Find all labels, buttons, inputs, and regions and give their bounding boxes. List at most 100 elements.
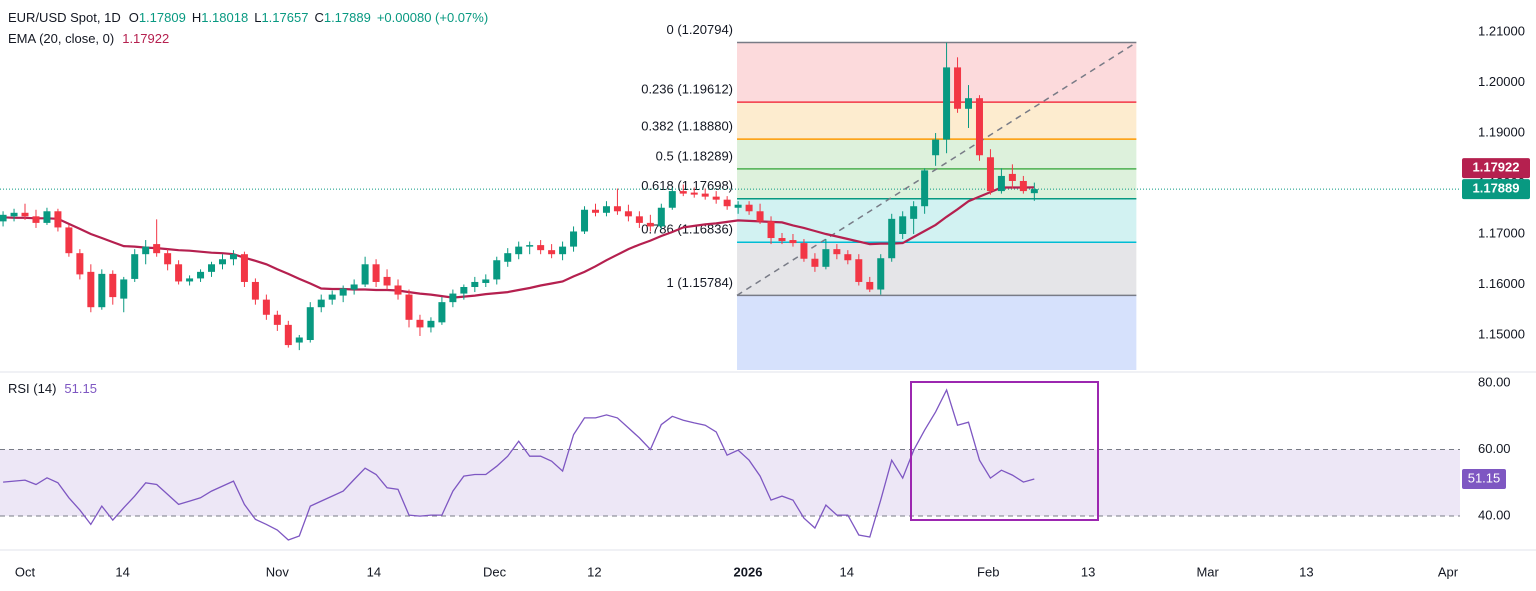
ohlc-label: H: [192, 10, 201, 25]
fib-label: 0 (1.20794): [667, 22, 734, 37]
candle-body: [0, 214, 7, 222]
candle-body: [635, 216, 643, 223]
candle-body: [537, 245, 545, 251]
ohlc-label: O: [129, 10, 139, 25]
candle-body: [526, 245, 534, 247]
candle-body: [339, 288, 347, 296]
candle-body: [372, 264, 380, 282]
candle-body: [218, 259, 226, 265]
rsi-tag-label: 51.15: [1468, 470, 1501, 485]
fib-band: [737, 295, 1137, 370]
candle-body: [745, 204, 753, 212]
ohlc-value: 1.17657: [261, 10, 308, 25]
y-tick-label: 1.15000: [1478, 326, 1525, 341]
candle-body: [405, 294, 413, 320]
candle-body: [197, 271, 205, 279]
candle-body: [142, 246, 150, 255]
candle-body: [943, 67, 951, 140]
candle-body: [778, 238, 786, 242]
fib-label: 0.618 (1.17698): [641, 178, 733, 193]
candle-body: [548, 250, 556, 255]
ohlc-value: 1.18018: [201, 10, 248, 25]
y-tick-label: 1.19000: [1478, 124, 1525, 139]
x-tick-label: 2026: [734, 564, 763, 579]
y-tick-label: 1.21000: [1478, 23, 1525, 38]
candle-body: [98, 273, 106, 308]
candle-body: [317, 299, 325, 308]
legend-title: EUR/USD Spot, 1D O1.17809 H1.18018 L1.17657…: [8, 10, 488, 25]
ohlc-value: 1.17889: [324, 10, 371, 25]
candle-body: [427, 320, 435, 328]
indicator-value: 51.15: [64, 381, 97, 396]
ema-tag: [1462, 158, 1530, 179]
candle-body: [997, 175, 1005, 192]
x-tick-label: 14: [839, 564, 853, 579]
candle-body: [559, 246, 567, 255]
fib-band: [737, 242, 1137, 296]
candle-body: [65, 227, 73, 254]
candle-body: [811, 258, 819, 267]
candle-body: [471, 281, 479, 288]
candle-body: [251, 281, 259, 300]
y-tick-label: 60.00: [1478, 441, 1511, 456]
candle-body: [613, 206, 621, 212]
x-tick-label: 13: [1299, 564, 1313, 579]
candle-body: [877, 258, 885, 290]
fib-band: [737, 42, 1137, 103]
ema-tag-label: 1.17922: [1473, 160, 1520, 175]
x-tick-label: 12: [587, 564, 601, 579]
candle-body: [54, 211, 62, 228]
change: +0.00080 (+0.07%): [377, 10, 488, 25]
fib-label: 0.236 (1.19612): [641, 82, 733, 97]
symbol: EUR/USD Spot, 1D: [8, 10, 121, 25]
candle-body: [1030, 189, 1038, 194]
candle-body: [87, 271, 95, 308]
candle-body: [965, 98, 973, 109]
candle-body: [899, 216, 907, 234]
candle-body: [756, 211, 764, 222]
candle-body: [361, 264, 369, 285]
candle-body: [679, 191, 687, 194]
candle-body: [515, 246, 523, 255]
candle-body: [175, 264, 183, 282]
fib-band: [737, 168, 1137, 199]
candle-body: [109, 273, 117, 298]
candle-body: [800, 243, 808, 259]
candle-body: [153, 244, 161, 254]
candle-body: [954, 67, 962, 109]
candle-body: [723, 199, 731, 207]
candle-body: [921, 170, 929, 207]
candle-body: [789, 240, 797, 244]
candle-body: [646, 222, 654, 227]
candle-body: [591, 209, 599, 213]
candle-body: [888, 218, 896, 259]
candle-body: [975, 98, 983, 156]
candle-body: [164, 253, 172, 265]
ohlc-label: C: [314, 10, 323, 25]
y-tick-label: 80.00: [1478, 374, 1511, 389]
candle-body: [120, 279, 128, 299]
candle-body: [482, 279, 490, 283]
plot-layer: 0 (1.20794) 0.236 (1.19612) 0.382 (1.18880…: [0, 10, 1530, 579]
indicator-value: 1.17922: [122, 31, 169, 46]
y-tick-label: 1.16000: [1478, 276, 1525, 291]
candle-body: [822, 249, 830, 267]
price-tag-label: 1.17889: [1473, 181, 1520, 196]
candle-body: [460, 287, 468, 294]
candle-body: [306, 307, 314, 341]
candle-body: [328, 294, 336, 300]
candle-body: [767, 221, 775, 239]
candle-body: [866, 281, 874, 290]
rsi-band: [0, 449, 1460, 517]
legend-ema: EMA (20, close, 0) 1.17922: [8, 31, 169, 46]
rsi-line: [3, 388, 1035, 541]
ohlc-label: L: [254, 10, 261, 25]
candle-body: [570, 231, 578, 247]
candle-body: [624, 211, 632, 217]
candle-body: [833, 249, 841, 255]
candle-body: [350, 284, 358, 290]
candle-body: [229, 254, 237, 260]
x-tick-label: 14: [367, 564, 381, 579]
